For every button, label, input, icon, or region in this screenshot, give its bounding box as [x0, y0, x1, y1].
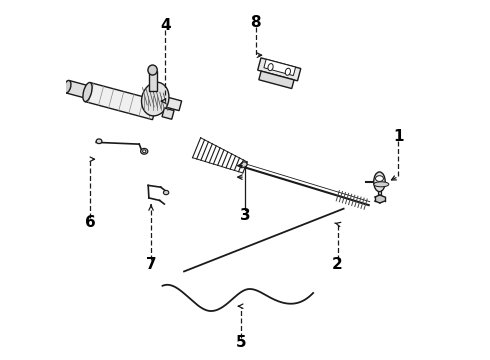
Ellipse shape [374, 182, 389, 187]
Ellipse shape [268, 64, 273, 71]
Ellipse shape [83, 82, 92, 102]
Polygon shape [378, 188, 381, 201]
Ellipse shape [375, 176, 383, 181]
Ellipse shape [142, 82, 169, 116]
Polygon shape [148, 71, 156, 91]
Text: 5: 5 [236, 334, 247, 350]
Ellipse shape [143, 150, 146, 153]
Polygon shape [162, 108, 174, 119]
Polygon shape [375, 195, 385, 203]
Text: 2: 2 [332, 257, 343, 272]
Text: 6: 6 [85, 215, 96, 230]
Polygon shape [264, 59, 295, 76]
Text: 1: 1 [393, 129, 404, 144]
Ellipse shape [64, 80, 71, 93]
Text: 8: 8 [250, 15, 261, 30]
Ellipse shape [374, 172, 385, 192]
Text: 7: 7 [146, 257, 156, 272]
Ellipse shape [285, 68, 291, 75]
Ellipse shape [96, 139, 102, 144]
Polygon shape [258, 58, 301, 81]
Ellipse shape [141, 148, 148, 154]
Ellipse shape [148, 65, 157, 75]
Text: 4: 4 [160, 18, 171, 33]
Polygon shape [66, 81, 88, 98]
Ellipse shape [241, 162, 247, 167]
Text: 3: 3 [240, 208, 250, 222]
Polygon shape [259, 71, 294, 89]
Polygon shape [85, 82, 158, 120]
Polygon shape [160, 96, 182, 111]
Ellipse shape [164, 190, 169, 195]
